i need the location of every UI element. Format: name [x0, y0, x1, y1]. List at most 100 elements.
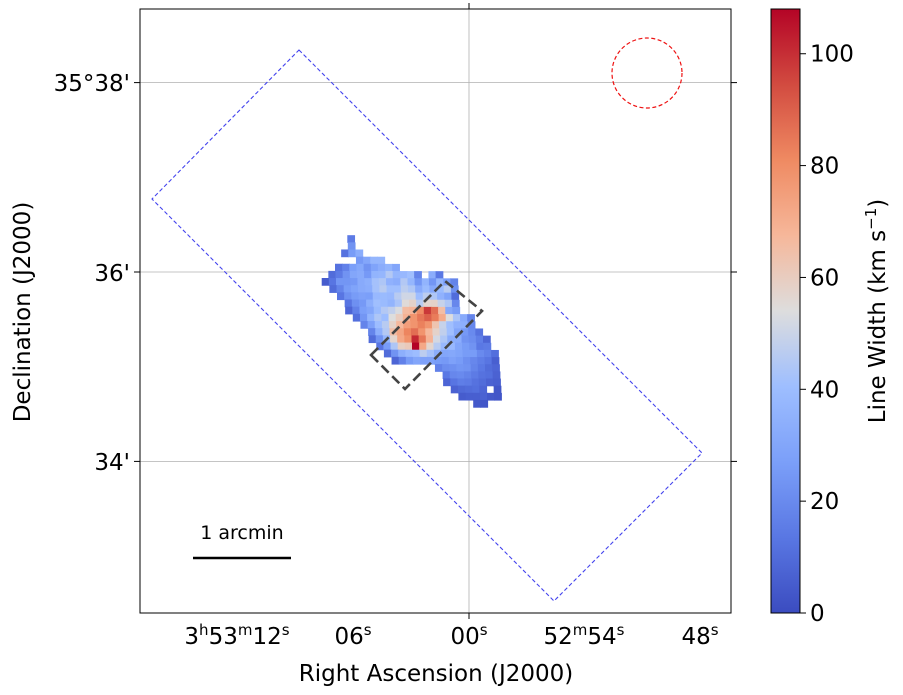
map-cell — [432, 328, 441, 337]
map-cell — [356, 270, 365, 279]
x-axis-label: Right Ascension (J2000) — [299, 661, 574, 687]
map-cell — [465, 385, 473, 394]
map-cell — [419, 349, 428, 358]
map-cell — [407, 271, 415, 279]
map-cell — [397, 335, 405, 344]
map-cell — [448, 356, 457, 365]
map-cell — [411, 335, 420, 344]
map-cell — [434, 356, 443, 365]
map-cell — [392, 263, 400, 272]
map-cell — [464, 371, 472, 380]
map-cell — [379, 285, 388, 294]
map-cell — [390, 335, 398, 344]
map-cell — [451, 299, 460, 308]
map-cell — [343, 285, 352, 293]
map-cell — [375, 335, 384, 344]
map-cell — [463, 357, 471, 365]
map-cell — [368, 335, 377, 344]
map-cell — [385, 263, 393, 272]
plot-area: 1 arcmin — [134, 3, 737, 619]
map-cell — [349, 263, 358, 272]
map-cell — [376, 342, 384, 351]
map-cell — [381, 321, 390, 329]
map-cell — [486, 378, 494, 387]
map-cell — [366, 299, 374, 308]
map-cell — [422, 285, 431, 294]
map-cell — [494, 392, 502, 401]
map-cell — [467, 321, 476, 330]
map-cell — [462, 349, 471, 358]
map-cell — [437, 299, 446, 308]
map-cell — [412, 349, 421, 358]
map-cell — [417, 321, 426, 329]
map-cell — [371, 270, 379, 279]
x-tick-label: 06s — [334, 621, 371, 650]
map-cell — [429, 285, 438, 294]
map-cell — [436, 285, 445, 294]
map-cell — [454, 342, 463, 351]
map-cell — [483, 335, 491, 344]
axis-ticks — [134, 3, 737, 619]
map-cell — [426, 342, 435, 351]
map-cell — [397, 342, 406, 351]
map-cell — [389, 321, 397, 329]
map-cell — [337, 292, 345, 301]
map-cell — [461, 328, 469, 337]
map-cell — [335, 270, 344, 279]
map-cell — [423, 306, 432, 315]
map-cell — [411, 328, 419, 337]
map-cell — [372, 285, 380, 294]
map-cell — [412, 342, 420, 351]
map-cell — [447, 342, 456, 351]
map-cell — [475, 335, 484, 344]
map-cell — [407, 278, 416, 286]
map-cell — [370, 256, 378, 265]
map-cell — [441, 349, 449, 358]
map-cell — [454, 335, 463, 344]
map-cell — [426, 349, 435, 358]
observed-field-footprint — [151, 49, 703, 602]
map-cell — [405, 356, 414, 365]
x-tick-label: 3h53m12s — [184, 621, 289, 650]
map-cell — [450, 285, 459, 294]
map-cell — [402, 306, 411, 315]
map-cell — [425, 335, 434, 344]
map-cell — [479, 392, 488, 401]
map-cell — [364, 278, 373, 286]
map-cell — [347, 235, 356, 243]
map-cell — [370, 263, 379, 272]
map-cell — [396, 328, 405, 336]
map-cell — [341, 249, 349, 258]
map-cell — [467, 314, 475, 322]
map-cell — [460, 321, 469, 330]
map-cell — [452, 314, 461, 322]
map-cell — [373, 306, 382, 315]
map-cell — [434, 364, 443, 372]
map-cell — [476, 342, 485, 351]
map-cell — [479, 385, 488, 394]
map-cell — [355, 249, 364, 258]
map-cell — [410, 321, 419, 329]
map-cell — [468, 328, 476, 337]
map-cell — [431, 314, 440, 322]
colorbar-tick-label: 40 — [810, 377, 839, 403]
map-cell — [478, 371, 487, 380]
beam-size-circle — [611, 37, 683, 109]
map-cell — [440, 335, 448, 344]
map-cell — [480, 399, 489, 408]
map-cell — [458, 392, 467, 401]
map-cell — [403, 328, 412, 337]
map-cell — [424, 321, 433, 329]
map-cell — [409, 306, 418, 315]
map-cell — [387, 299, 396, 308]
map-cell — [432, 335, 441, 344]
map-cell — [363, 263, 372, 272]
map-cell — [423, 299, 432, 308]
map-cell — [472, 385, 480, 394]
map-cell — [449, 371, 458, 380]
map-cell — [416, 306, 425, 315]
map-cell — [375, 328, 383, 336]
map-cell — [388, 306, 396, 315]
map-cell — [475, 328, 484, 337]
map-cell — [336, 285, 345, 293]
